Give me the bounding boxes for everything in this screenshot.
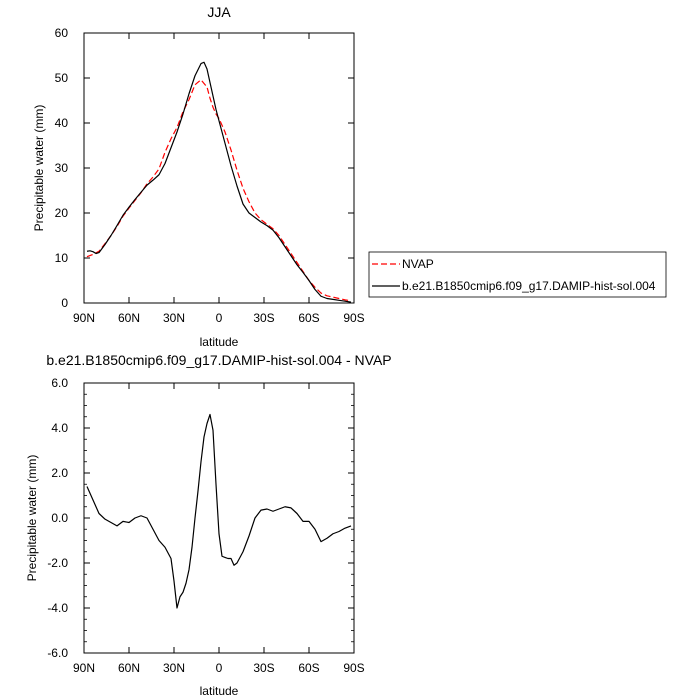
- top-x-tick-label: 90S: [343, 311, 364, 325]
- bottom-x-tick-label: 30S: [253, 661, 274, 675]
- top-x-tick-label: 90N: [73, 311, 95, 325]
- bottom-x-tick-label: 30N: [163, 661, 185, 675]
- top-y-axis-title: Precipitable water (mm): [32, 105, 46, 232]
- bottom-y-tick-label: 0.0: [51, 511, 68, 525]
- top-x-tick-label: 30N: [163, 311, 185, 325]
- top-series-group: [86, 61, 352, 303]
- bottom-series-group: [86, 413, 352, 609]
- top-plot-title: JJA: [207, 4, 231, 20]
- bottom-y-tick-label: -6.0: [47, 646, 68, 660]
- bottom-series-line-0: [86, 413, 352, 609]
- top-y-tick-label: 0: [61, 296, 68, 310]
- bottom-panel: b.e21.B1850cmip6.f09_g17.DAMIP-hist-sol.…: [25, 352, 392, 698]
- bottom-y-tick-label: -2.0: [47, 556, 68, 570]
- top-plot-frame: [83, 32, 355, 304]
- top-panel: JJA 90N 60N 30N 0 30S 60S 90S 0 10 20 30 40 50 60 lat…: [32, 4, 365, 349]
- bottom-x-axis-title: latitude: [200, 684, 239, 698]
- top-y-tick-label: 20: [55, 206, 69, 220]
- top-series-line-1: [86, 61, 352, 303]
- bottom-y-tick-label: 6.0: [51, 376, 68, 390]
- top-y-tick-label: 30: [55, 161, 69, 175]
- bottom-y-tick-label: 2.0: [51, 466, 68, 480]
- legend: NVAP b.e21.B1850cmip6.f09_g17.DAMIP-hist…: [368, 251, 667, 298]
- top-axis-ticks: 90N 60N 30N 0 30S 60S 90S 0 10 20 30 40 50 60: [55, 26, 365, 325]
- bottom-x-tick-label: 90S: [343, 661, 364, 675]
- bottom-plot-title: b.e21.B1850cmip6.f09_g17.DAMIP-hist-sol.…: [46, 352, 391, 368]
- bottom-y-tick-label: 4.0: [51, 421, 68, 435]
- bottom-x-tick-label: 60S: [298, 661, 319, 675]
- top-y-tick-label: 40: [55, 116, 69, 130]
- top-x-tick-label: 60N: [118, 311, 140, 325]
- top-y-tick-label: 50: [55, 71, 69, 85]
- bottom-y-tick-label: -4.0: [47, 601, 68, 615]
- bottom-x-tick-label: 90N: [73, 661, 95, 675]
- top-x-tick-label: 60S: [298, 311, 319, 325]
- top-y-tick-label: 60: [55, 26, 69, 40]
- top-x-tick-label: 0: [216, 311, 223, 325]
- top-series-line-0: [86, 79, 352, 302]
- top-x-axis-title: latitude: [200, 335, 239, 349]
- bottom-plot-frame: [83, 382, 355, 654]
- top-y-tick-label: 10: [55, 251, 69, 265]
- bottom-x-tick-label: 60N: [118, 661, 140, 675]
- legend-label-nvap: NVAP: [402, 257, 434, 271]
- bottom-x-tick-label: 0: [216, 661, 223, 675]
- legend-label-model: b.e21.B1850cmip6.f09_g17.DAMIP-hist-sol.…: [402, 279, 656, 293]
- legend-frame: [368, 251, 667, 298]
- bottom-y-axis-title: Precipitable water (mm): [25, 455, 39, 582]
- bottom-axis-ticks: 90N 60N 30N 0 30S 60S 90S -6.0 -4.0 -2.0 0.0 2.0 4.0…: [47, 376, 364, 675]
- top-x-tick-label: 30S: [253, 311, 274, 325]
